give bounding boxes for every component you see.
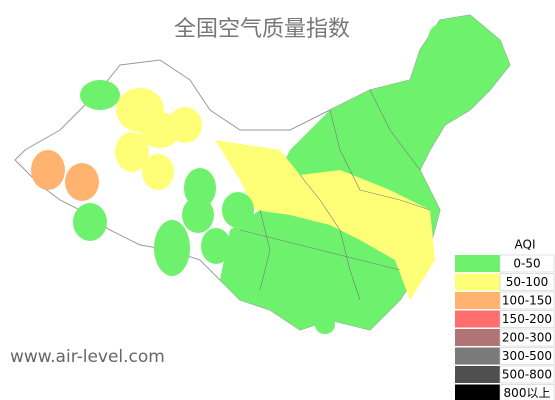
legend-label: 500-800 <box>502 368 552 382</box>
legend-label: 300-500 <box>502 349 552 363</box>
legend-label: 800以上 <box>504 386 551 400</box>
legend-swatch <box>455 366 500 383</box>
province-borders <box>239 89 431 301</box>
legend-swatch <box>455 310 500 328</box>
legend: AQI 0-50 50-100 100-150 150-200 200-300 300-5… <box>453 235 555 400</box>
legend-swatch <box>455 384 500 400</box>
legend-label: 100-150 <box>502 294 552 308</box>
legend-label-box <box>499 291 555 310</box>
legend-label: 50-100 <box>506 275 549 289</box>
region-moderate <box>215 140 435 300</box>
legend-swatch <box>455 255 500 272</box>
station-blobs <box>31 24 452 334</box>
legend-label-box <box>499 273 555 291</box>
legend-label: 200-300 <box>502 331 552 345</box>
legend-swatch <box>455 329 500 346</box>
legend-label-box <box>499 328 555 347</box>
legend-label: 150-200 <box>502 312 552 326</box>
legend-label-box <box>499 254 555 273</box>
legend-label-box <box>499 384 555 400</box>
region-good <box>220 15 510 330</box>
legend-swatch <box>455 292 500 309</box>
legend-swatch <box>455 347 500 365</box>
legend-label-box <box>499 365 555 384</box>
legend-swatch <box>455 273 500 291</box>
legend-label-box <box>499 310 555 328</box>
map-title: 全国空气质量指数 <box>174 17 350 42</box>
watermark: www.air-level.com <box>10 347 165 367</box>
china-map <box>14 14 511 334</box>
legend-label-box <box>499 347 555 365</box>
legend-label: 0-50 <box>513 257 540 271</box>
legend-title: AQI <box>515 238 536 252</box>
